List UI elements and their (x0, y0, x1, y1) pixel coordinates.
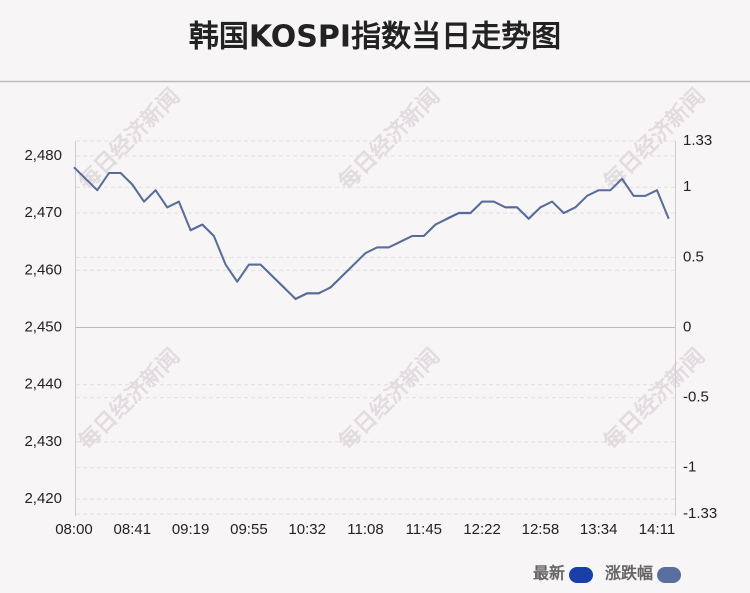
y2-tick-label: -1.33 (683, 505, 717, 522)
watermark: 每日经济新闻 (73, 83, 185, 195)
x-tick-label: 08:00 (55, 521, 93, 538)
y2-tick-label: -0.5 (683, 389, 709, 406)
y-tick-label: 2,430 (24, 433, 62, 450)
x-tick-label: 09:19 (172, 521, 210, 538)
x-tick-label: 08:41 (114, 521, 152, 538)
x-tick-label: 11:45 (406, 521, 442, 538)
y-tick-label: 2,460 (24, 261, 62, 278)
legend-swatch (569, 567, 594, 583)
y-tick-label: 2,420 (24, 490, 62, 507)
x-tick-label: 10:32 (288, 521, 326, 538)
y2-tick-label: 1.33 (683, 132, 712, 149)
x-tick-label: 12:22 (463, 521, 501, 538)
x-tick-label: 12:58 (522, 521, 560, 538)
x-tick-label: 09:55 (230, 521, 268, 538)
chart-title: 韩国KOSPI指数当日走势图 (189, 20, 561, 55)
series-line (73, 167, 670, 301)
y-tick-label: 2,450 (24, 318, 62, 335)
y2-tick-label: 1 (683, 178, 691, 195)
legend-label: 涨跌幅 (605, 564, 653, 583)
y-tick-label: 2,440 (24, 376, 62, 393)
y-tick-label: 2,480 (24, 147, 62, 164)
x-tick-label: 14:11 (639, 521, 675, 538)
watermark: 每日经济新闻 (333, 83, 445, 195)
legend-swatch (657, 567, 682, 583)
y2-tick-label: 0.5 (683, 248, 704, 265)
watermark: 每日经济新闻 (73, 343, 185, 455)
x-tick-label: 11:08 (347, 521, 383, 538)
legend-label: 最新 (533, 564, 565, 583)
x-tick-label: 13:34 (580, 521, 618, 538)
y2-tick-label: -1 (683, 459, 696, 476)
watermark: 每日经济新闻 (333, 343, 445, 455)
y2-tick-label: 0 (683, 318, 691, 335)
y-tick-label: 2,470 (24, 204, 62, 221)
